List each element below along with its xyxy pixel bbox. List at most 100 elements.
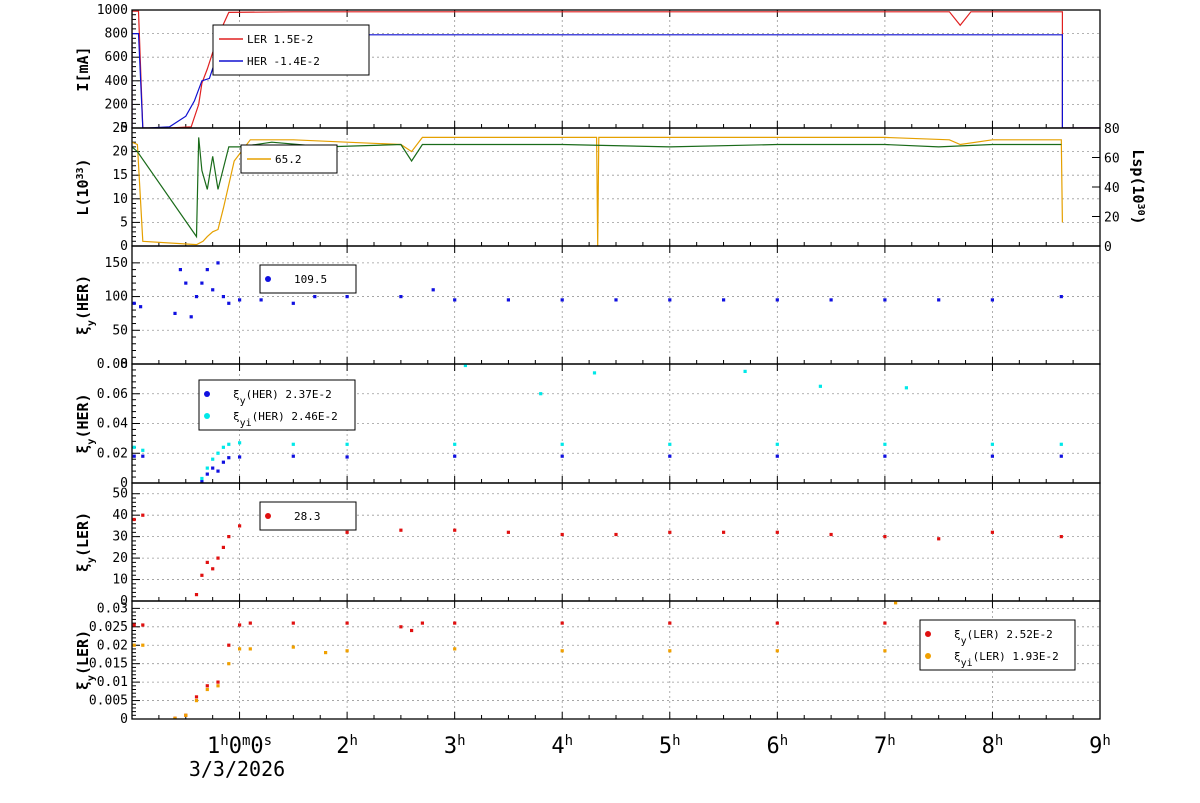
y-tick-label: 15 xyxy=(112,168,128,183)
legend-box xyxy=(259,264,357,294)
data-point xyxy=(141,454,145,458)
data-point xyxy=(453,442,457,446)
data-point xyxy=(904,386,908,390)
data-point xyxy=(420,621,424,625)
y-tick-label: 50 xyxy=(112,487,128,502)
legend: ξy(LER) 2.52E-2 ξyi(LER) 1.93E-2 xyxy=(919,619,1076,671)
data-point xyxy=(829,532,833,537)
data-point xyxy=(345,621,349,625)
legend-label: HER -1.4E-2 xyxy=(247,55,320,68)
data-point xyxy=(775,298,779,302)
y-tick-label: 0 xyxy=(120,121,128,136)
data-point xyxy=(539,392,543,396)
y-tick-label: 0.01 xyxy=(97,675,128,690)
legend-label: 65.2 xyxy=(275,153,302,166)
series-line-1 xyxy=(132,136,1063,246)
legend: 109.5 xyxy=(259,264,357,294)
data-point xyxy=(453,298,457,302)
data-point xyxy=(227,535,231,539)
data-point xyxy=(211,288,215,292)
y-tick-label: 0 xyxy=(120,476,128,491)
legend: LER 1.5E-2 HER -1.4E-2 xyxy=(212,24,370,76)
data-point xyxy=(291,454,295,458)
data-point xyxy=(184,281,188,285)
y-tick-label: 600 xyxy=(105,50,128,65)
data-point xyxy=(205,687,209,692)
y2-tick-label: 0 xyxy=(1104,240,1112,255)
y-tick-label: 30 xyxy=(112,530,128,545)
y-axis-label: L(1033) xyxy=(74,158,92,215)
data-point xyxy=(775,530,779,534)
data-point xyxy=(668,621,672,625)
time-tick-label: 4h xyxy=(551,733,573,759)
panel-1: 0 200 400 600 800 1000 I[mA] LER 1.5E-2 HER -1.4… xyxy=(74,3,1101,136)
legend: 65.2 xyxy=(240,144,338,174)
data-point xyxy=(722,530,726,534)
y-tick-label: 0.08 xyxy=(97,357,128,372)
data-point xyxy=(431,288,435,292)
data-point xyxy=(883,298,887,302)
data-point xyxy=(990,298,994,302)
data-point xyxy=(614,298,618,302)
legend-box xyxy=(198,379,356,431)
data-point xyxy=(883,454,887,458)
data-point xyxy=(178,268,182,272)
data-point xyxy=(259,298,263,302)
data-point xyxy=(560,532,564,537)
data-point xyxy=(668,454,672,458)
data-point xyxy=(221,460,225,464)
y-tick-label: 0.06 xyxy=(97,387,128,402)
y-tick-label: 20 xyxy=(112,551,128,566)
time-tick-label: 3h xyxy=(444,733,466,759)
data-point xyxy=(216,684,220,688)
data-point xyxy=(399,625,403,629)
time-tick-label: 6h xyxy=(766,733,788,759)
data-point xyxy=(560,298,564,302)
data-point xyxy=(227,442,231,446)
data-point xyxy=(211,457,215,461)
time-tick-label: 8h xyxy=(982,733,1004,759)
data-point xyxy=(453,647,457,651)
y-tick-label: 10 xyxy=(112,192,128,207)
y-tick-label: 800 xyxy=(105,27,128,42)
data-point xyxy=(205,268,209,272)
data-point xyxy=(883,442,887,446)
y-axis-label: I[mA] xyxy=(74,46,92,91)
legend-marker xyxy=(204,391,210,397)
data-point xyxy=(614,532,618,537)
data-point xyxy=(132,517,136,522)
data-point xyxy=(775,454,779,458)
y-tick-label: 25 xyxy=(112,121,128,136)
data-point xyxy=(990,530,994,534)
y-tick-label: 0 xyxy=(120,357,128,372)
data-point xyxy=(560,454,564,458)
data-point xyxy=(506,530,510,534)
panel-5: 0 10 20 30 40 50 ξy(LER) 28.3 xyxy=(74,482,1101,609)
data-point xyxy=(173,311,177,315)
legend-box xyxy=(259,501,357,531)
data-point xyxy=(238,455,242,459)
legend-label: LER 1.5E-2 xyxy=(247,33,313,46)
time-tick-label: 2h xyxy=(336,733,358,759)
data-point xyxy=(775,649,779,653)
data-point xyxy=(216,469,220,473)
data-point xyxy=(194,695,199,699)
data-point xyxy=(211,567,215,571)
data-point xyxy=(453,528,457,532)
legend-marker xyxy=(925,653,931,659)
data-point xyxy=(829,298,833,302)
data-point xyxy=(184,713,188,717)
y2-tick-label: 80 xyxy=(1104,122,1120,137)
data-point xyxy=(345,649,349,653)
data-point xyxy=(990,442,994,446)
y-tick-label: 0.02 xyxy=(97,638,128,653)
y-tick-label: 0.04 xyxy=(97,417,128,432)
y-tick-label: 0.025 xyxy=(89,620,128,635)
data-point xyxy=(200,573,204,577)
data-point xyxy=(216,556,220,560)
data-point xyxy=(227,456,231,460)
data-point xyxy=(291,621,295,625)
data-point xyxy=(668,649,672,653)
data-point xyxy=(194,699,199,703)
